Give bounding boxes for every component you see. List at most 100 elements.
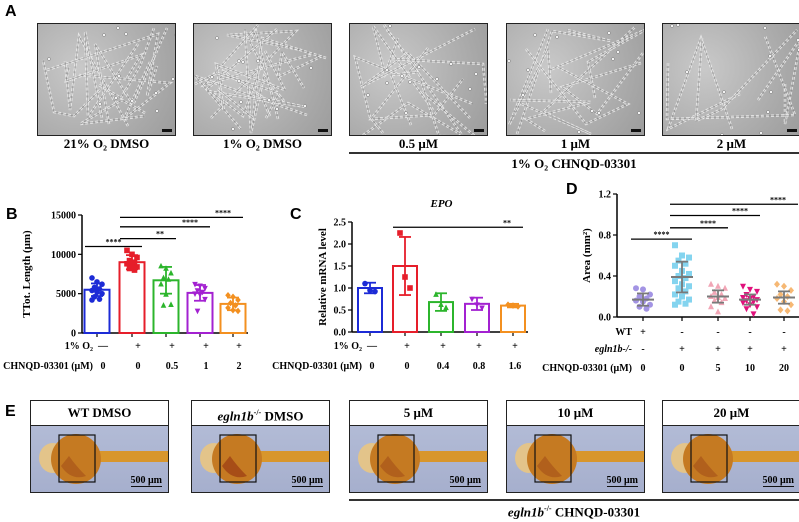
y-axis-label: Area (mm²) [581,228,593,283]
embryo-panel-3: 10 μM 500 μm [506,400,645,493]
condition-row-label: egln1b-/- [595,344,632,355]
data-point [160,302,167,308]
y-tick-label: 0.4 [599,272,612,283]
condition-value: + [679,344,685,355]
y-tick-label: 5000 [56,289,76,300]
data-point [686,254,692,261]
condition-value: — [366,341,378,352]
condition-value: + [203,341,209,352]
data-point [711,288,718,295]
header-text: DMSO [261,408,304,424]
data-point [232,302,239,309]
gene-name: egln1b [217,408,254,424]
data-point [194,288,201,294]
genotype-sup: -/- [544,504,552,513]
condition-row-label: 1% O₂ [65,341,93,352]
condition-value: - [716,327,719,338]
condition-value: + [747,344,753,355]
data-point [777,290,784,298]
data-point [682,288,689,295]
data-point [679,293,685,300]
data-point [158,280,164,287]
condition-value: 0 [136,361,141,372]
significance-label: **** [182,218,198,227]
genotype-sup: -/- [253,408,262,417]
embryo-image: 500 μm [191,425,330,493]
embryo-image: 500 μm [349,425,488,493]
data-point [682,275,689,282]
data-point [711,297,718,304]
data-point [194,308,201,315]
data-point [722,295,728,302]
group-3 [739,283,761,318]
data-point [750,299,757,306]
group-4 [500,301,526,334]
data-point [747,286,753,293]
scale-bar [474,129,484,132]
embryo-header: 5 μM [349,400,488,425]
group-1 [118,247,146,335]
embryo-header: 10 μM [506,400,645,425]
data-point [227,299,234,307]
data-point [708,280,714,287]
data-point [788,301,794,309]
condition-value: 0 [680,363,685,374]
significance-label: ** [156,230,164,239]
data-point [675,257,682,264]
data-point [672,291,678,298]
data-point [165,276,172,282]
chart-D: 0.0 0.4 0.8 1.2 Area (mm²) **** **** **** **** WT… [542,190,799,374]
roi-box [690,434,728,483]
condition-value: 0.8 [473,361,486,372]
y-tick-label: 1.2 [599,190,612,201]
condition-value: — [97,341,109,352]
data-point [750,311,757,318]
embryo-panel-2: 5 μM 500 μm [349,400,488,493]
data-point [686,270,692,277]
data-point [633,285,639,292]
condition-value: + [440,341,446,352]
roi-box [219,434,257,483]
y-axis-label: TTot. Length (μm) [21,230,33,318]
group-line-a [349,152,799,154]
data-point [682,300,689,307]
panel-label-c: C [290,206,302,223]
data-point [99,290,105,297]
y-tick-label: 0.0 [334,328,347,339]
group-0 [83,275,111,335]
group-4 [773,280,795,315]
condition-value: - [748,327,751,338]
data-point [89,275,95,281]
data-point [168,301,174,307]
data-point [672,278,678,285]
data-point [640,286,646,293]
significance-label: ** [503,218,511,227]
group-caption-e: egln1b-/- CHNQD-03301 [449,504,699,520]
y-axis-label: Relative mRNA level [317,228,329,326]
micrograph-2 [349,23,488,136]
data-point [715,282,721,289]
data-point [679,252,685,259]
data-point [407,285,413,291]
condition-value: + [169,341,175,352]
data-point [708,303,714,310]
condition-value: + [476,341,482,352]
panel-label-b: B [6,206,18,223]
data-point [722,284,728,291]
header-text: 20 μM [713,405,750,420]
data-point [131,259,138,265]
data-point [740,295,746,302]
micrograph-caption: 2 μM [716,136,747,151]
group-3 [186,281,214,335]
embryo-panel-0: WT DMSO 500 μm [30,400,169,493]
condition-value: + [135,341,141,352]
condition-value: - [680,327,683,338]
condition-value: 0 [370,361,375,372]
header-text: WT DMSO [67,405,132,420]
data-point [192,291,198,297]
group-1 [671,242,693,308]
header-text: 10 μM [557,405,594,420]
chart-C: 0.0 0.5 1.0 1.5 2.0 2.5 Relative mRNA level EPO… [272,198,528,372]
